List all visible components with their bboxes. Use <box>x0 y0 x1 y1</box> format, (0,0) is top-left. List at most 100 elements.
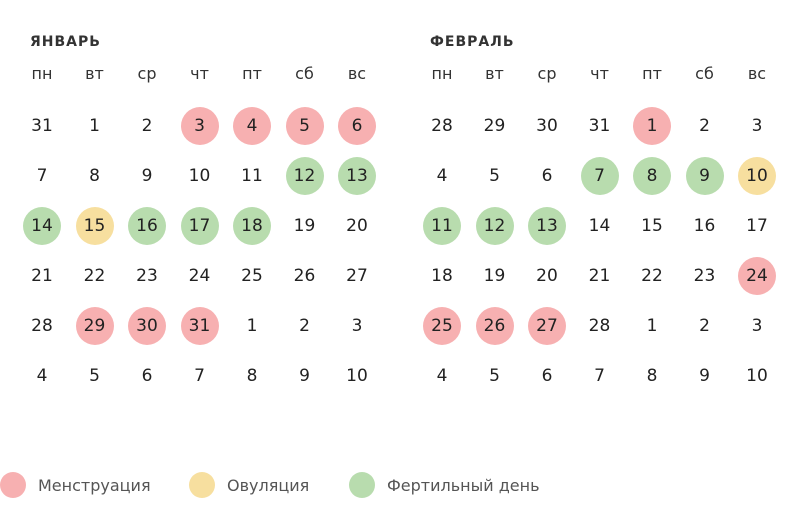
day-cell[interactable]: 5 <box>489 166 500 186</box>
weekday-label: вс <box>347 64 367 83</box>
day-cell[interactable]: 30 <box>128 307 166 345</box>
day-cell[interactable]: 5 <box>89 366 100 386</box>
day-cell[interactable]: 10 <box>738 157 776 195</box>
weekday-label: сб <box>295 64 314 83</box>
day-cell[interactable]: 22 <box>641 266 663 286</box>
day-cell[interactable]: 3 <box>751 116 763 136</box>
day-cell[interactable]: 16 <box>693 216 716 236</box>
month-title: ЯНВАРЬ <box>30 34 101 50</box>
day-cell[interactable]: 1 <box>246 316 258 336</box>
day-cell[interactable]: 10 <box>746 366 768 386</box>
ovulation-dot-icon <box>189 472 215 498</box>
day-cell[interactable]: 18 <box>233 207 271 245</box>
weekday-header: пн вт ср чт пт сб вс <box>415 64 785 90</box>
day-cell[interactable]: 29 <box>483 116 506 136</box>
weekday-label: чт <box>190 64 209 83</box>
day-cell[interactable]: 6 <box>541 366 553 386</box>
day-cell[interactable]: 31 <box>31 116 53 136</box>
day-cell[interactable]: 23 <box>136 266 158 286</box>
day-cell[interactable]: 4 <box>36 366 48 386</box>
weekday-label: пт <box>642 64 662 83</box>
day-cell[interactable]: 28 <box>431 116 453 136</box>
day-cell[interactable]: 17 <box>180 207 219 245</box>
day-cell[interactable]: 20 <box>346 216 368 236</box>
day-cell[interactable]: 2 <box>699 116 710 136</box>
day-cell[interactable]: 7 <box>36 166 48 186</box>
day-cell[interactable]: 14 <box>588 216 611 236</box>
day-cell[interactable]: 2 <box>699 316 710 336</box>
day-cell[interactable]: 4 <box>436 166 448 186</box>
day-cell[interactable]: 16 <box>128 207 166 245</box>
day-cell[interactable]: 15 <box>641 216 663 236</box>
day-cell[interactable]: 18 <box>431 266 453 286</box>
day-cell[interactable]: 20 <box>536 266 558 286</box>
legend-item-fertile: Фертильный день <box>349 472 540 498</box>
day-cell[interactable]: 11 <box>423 207 461 245</box>
day-cell[interactable]: 25 <box>241 266 263 286</box>
legend-item-ovulation: Овуляция <box>189 472 309 498</box>
day-cell[interactable]: 13 <box>338 157 376 195</box>
day-cell[interactable]: 23 <box>693 266 716 286</box>
day-cell[interactable]: 29 <box>75 307 114 345</box>
day-cell[interactable]: 21 <box>588 266 611 286</box>
day-cell[interactable]: 8 <box>633 157 671 195</box>
day-cell[interactable]: 3 <box>751 316 763 336</box>
day-cell[interactable]: 7 <box>580 157 619 195</box>
day-cell[interactable]: 13 <box>528 207 566 245</box>
day-cell[interactable]: 24 <box>738 257 776 295</box>
legend-label-ovulation: Овуляция <box>227 475 310 495</box>
weekday-label: вс <box>747 64 767 83</box>
day-cell[interactable]: 8 <box>246 366 258 386</box>
day-cell[interactable]: 17 <box>746 216 768 236</box>
weekday-label: вт <box>85 64 104 83</box>
day-cell[interactable]: 9 <box>141 166 153 186</box>
day-cell[interactable]: 2 <box>141 116 153 136</box>
day-cell[interactable]: 6 <box>141 366 153 386</box>
day-cell[interactable]: 21 <box>31 266 53 286</box>
day-cell[interactable]: 6 <box>338 107 376 145</box>
legend: Менструация Овуляция Фертильный день <box>0 472 800 502</box>
day-cell[interactable]: 19 <box>293 216 316 236</box>
day-cell[interactable]: 3 <box>351 316 363 336</box>
day-cell[interactable]: 25 <box>423 307 461 345</box>
day-cell[interactable]: 11 <box>241 166 263 186</box>
day-cell[interactable]: 9 <box>299 366 310 386</box>
day-cell[interactable]: 30 <box>536 116 558 136</box>
day-cell[interactable]: 22 <box>83 266 106 286</box>
day-cell[interactable]: 28 <box>588 316 611 336</box>
day-cell[interactable]: 26 <box>293 266 316 286</box>
day-cell[interactable]: 15 <box>75 207 114 245</box>
legend-item-menstruation: Менструация <box>0 472 151 498</box>
day-cell[interactable]: 7 <box>594 366 605 386</box>
day-cell[interactable]: 12 <box>475 207 514 245</box>
day-cell[interactable]: 12 <box>285 157 324 195</box>
day-cell[interactable]: 5 <box>285 107 324 145</box>
day-cell[interactable]: 6 <box>541 166 553 186</box>
day-cell[interactable]: 27 <box>346 266 368 286</box>
day-cell[interactable]: 5 <box>489 366 500 386</box>
day-cell[interactable]: 19 <box>483 266 506 286</box>
day-cell[interactable]: 10 <box>346 366 368 386</box>
day-cell[interactable]: 31 <box>588 116 611 136</box>
day-cell[interactable]: 28 <box>31 316 53 336</box>
day-cell[interactable]: 4 <box>233 107 271 145</box>
day-cell[interactable]: 1 <box>89 116 100 136</box>
day-cell[interactable]: 27 <box>528 307 566 345</box>
day-cell[interactable]: 8 <box>646 366 658 386</box>
day-cell[interactable]: 1 <box>646 316 658 336</box>
weekday-label: пт <box>242 64 262 83</box>
day-cell[interactable]: 7 <box>194 366 205 386</box>
day-cell[interactable]: 31 <box>180 307 219 345</box>
day-cell[interactable]: 8 <box>89 166 100 186</box>
day-cell[interactable]: 24 <box>188 266 211 286</box>
day-cell[interactable]: 14 <box>23 207 61 245</box>
day-cell[interactable]: 9 <box>685 157 724 195</box>
day-cell[interactable]: 4 <box>436 366 448 386</box>
day-cell[interactable]: 26 <box>475 307 514 345</box>
day-cell[interactable]: 9 <box>699 366 710 386</box>
day-cell[interactable]: 10 <box>188 166 211 186</box>
fertile-dot-icon <box>349 472 375 498</box>
day-cell[interactable]: 3 <box>180 107 219 145</box>
day-cell[interactable]: 1 <box>633 107 671 145</box>
day-cell[interactable]: 2 <box>299 316 310 336</box>
